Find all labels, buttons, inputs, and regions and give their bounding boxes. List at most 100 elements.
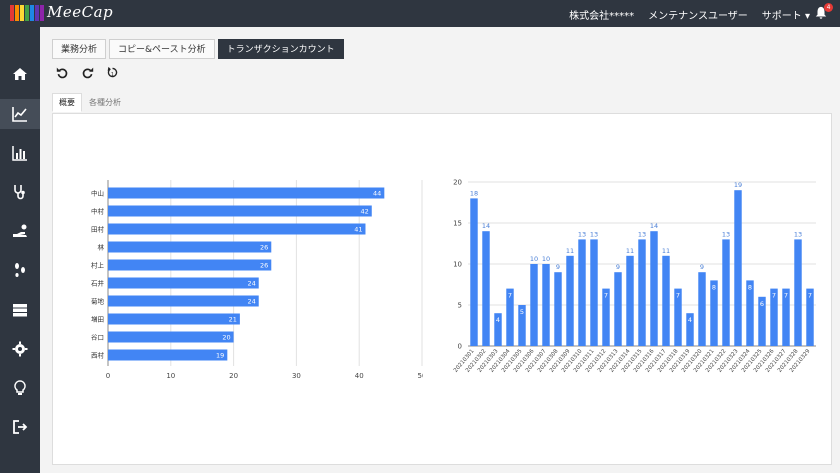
sidebar-item-server[interactable] [0,295,40,325]
bar [108,331,234,343]
bar [108,277,259,289]
subtab-overview[interactable]: 概要 [52,93,82,112]
x-tick-label: 30 [292,372,301,380]
data-label: 19 [216,352,224,360]
bar [710,280,718,346]
user-transaction-bar-chart: 0 10 20 30 40 50 中山 44 中村 42 田村 41 林 26 村上 26 石井 24 菊地 24 増田… [91,180,423,380]
data-label: 7 [772,292,776,300]
data-label: 26 [260,262,268,270]
data-label: 4 [688,316,692,324]
logo-stripe [25,5,29,21]
y-tick-label: 10 [453,261,462,269]
data-label: 7 [604,292,608,300]
bar [566,255,574,346]
category-label: 村上 [91,261,105,270]
sign-out-icon [13,420,28,434]
bar [698,272,706,346]
category-label: 菊地 [91,297,105,306]
sidebar-item-bar-chart[interactable] [0,138,40,168]
tab-copy-paste-analysis[interactable]: コピー&ペースト分析 [109,39,215,59]
data-label: 14 [482,222,490,230]
hand-icon [13,224,27,237]
company-name: 株式会社***** [569,11,635,22]
data-label: 8 [748,283,752,291]
logo-stripe [10,5,14,21]
reset-icon[interactable]: 1 [106,66,119,79]
data-label: 7 [808,292,812,300]
bar [638,239,646,346]
data-label: 8 [712,283,716,291]
support-label: サポート [761,11,802,22]
bar [108,223,366,235]
bar [758,296,766,346]
bar [506,288,514,346]
sidebar-item-home[interactable] [0,59,40,89]
y-tick-label: 20 [453,179,462,187]
bell-icon[interactable] [814,5,828,21]
sidebar-item-analysis[interactable] [0,99,40,129]
logo-stripe [40,5,44,21]
user-menu[interactable]: メンテナンスユーザー [648,11,748,22]
data-label: 13 [722,230,730,238]
y-tick-label: 5 [458,302,462,310]
bar [590,239,598,346]
data-label: 7 [508,292,512,300]
bar [782,288,790,346]
caret-down-icon: ▾ [804,11,810,22]
redo-icon[interactable] [81,66,94,79]
data-label: 26 [260,244,268,252]
sidebar-item-logout[interactable] [0,412,40,442]
data-label: 10 [542,255,550,263]
bar [108,205,372,217]
logo-stripe [35,5,39,21]
support-menu[interactable]: サポート ▾ [762,7,810,22]
chart-panel: 01020304050中山44中村42田村41林26村上26石井24菊地24増田… [52,113,832,465]
bar [554,272,562,346]
category-label: 増田 [91,315,104,324]
top-bar: MeeCap 株式会社***** メンテナンスユーザー サポート ▾ 4 [0,0,840,27]
logo-stripes [10,5,44,21]
data-label: 44 [373,190,381,198]
x-tick-label: 10 [166,372,175,380]
line-chart-icon [12,107,27,122]
bar [518,305,526,346]
tab-transaction-count[interactable]: トランザクションカウント [217,39,344,59]
category-label: 谷口 [91,333,104,342]
category-label: 西村 [91,351,105,360]
undo-icon[interactable] [56,66,69,79]
bar [530,264,538,346]
bar [746,280,754,346]
bar [542,264,550,346]
app-logo[interactable]: MeeCap [47,3,114,21]
bar [722,239,730,346]
subtab-detailed-analysis[interactable]: 各種分析 [89,98,121,107]
data-label: 11 [662,247,670,255]
sidebar-item-settings[interactable] [0,334,40,364]
data-label: 9 [556,263,560,271]
stethoscope-icon [14,185,25,200]
data-label: 7 [676,292,680,300]
data-label: 13 [590,230,598,238]
tab-business-analysis[interactable]: 業務分析 [52,39,107,59]
sidebar-item-trace[interactable] [0,255,40,285]
data-label: 13 [794,230,802,238]
footprints-icon [15,263,25,277]
data-label: 11 [566,247,574,255]
bar [108,313,240,325]
data-label: 9 [616,263,620,271]
category-label: 林 [98,243,105,252]
sidebar-item-operations[interactable] [0,216,40,246]
bar [686,313,694,346]
logo-stripe [15,5,19,21]
y-tick-label: 0 [458,343,462,351]
bar-chart-icon [12,146,27,161]
data-label: 9 [700,263,704,271]
sidebar-item-ideas[interactable] [0,373,40,403]
bar [494,313,502,346]
bar [626,255,634,346]
sidebar-item-diagnosis[interactable] [0,177,40,207]
y-tick-label: 15 [453,220,462,228]
data-label: 5 [520,308,524,316]
bar [734,190,742,346]
data-label: 14 [650,222,658,230]
